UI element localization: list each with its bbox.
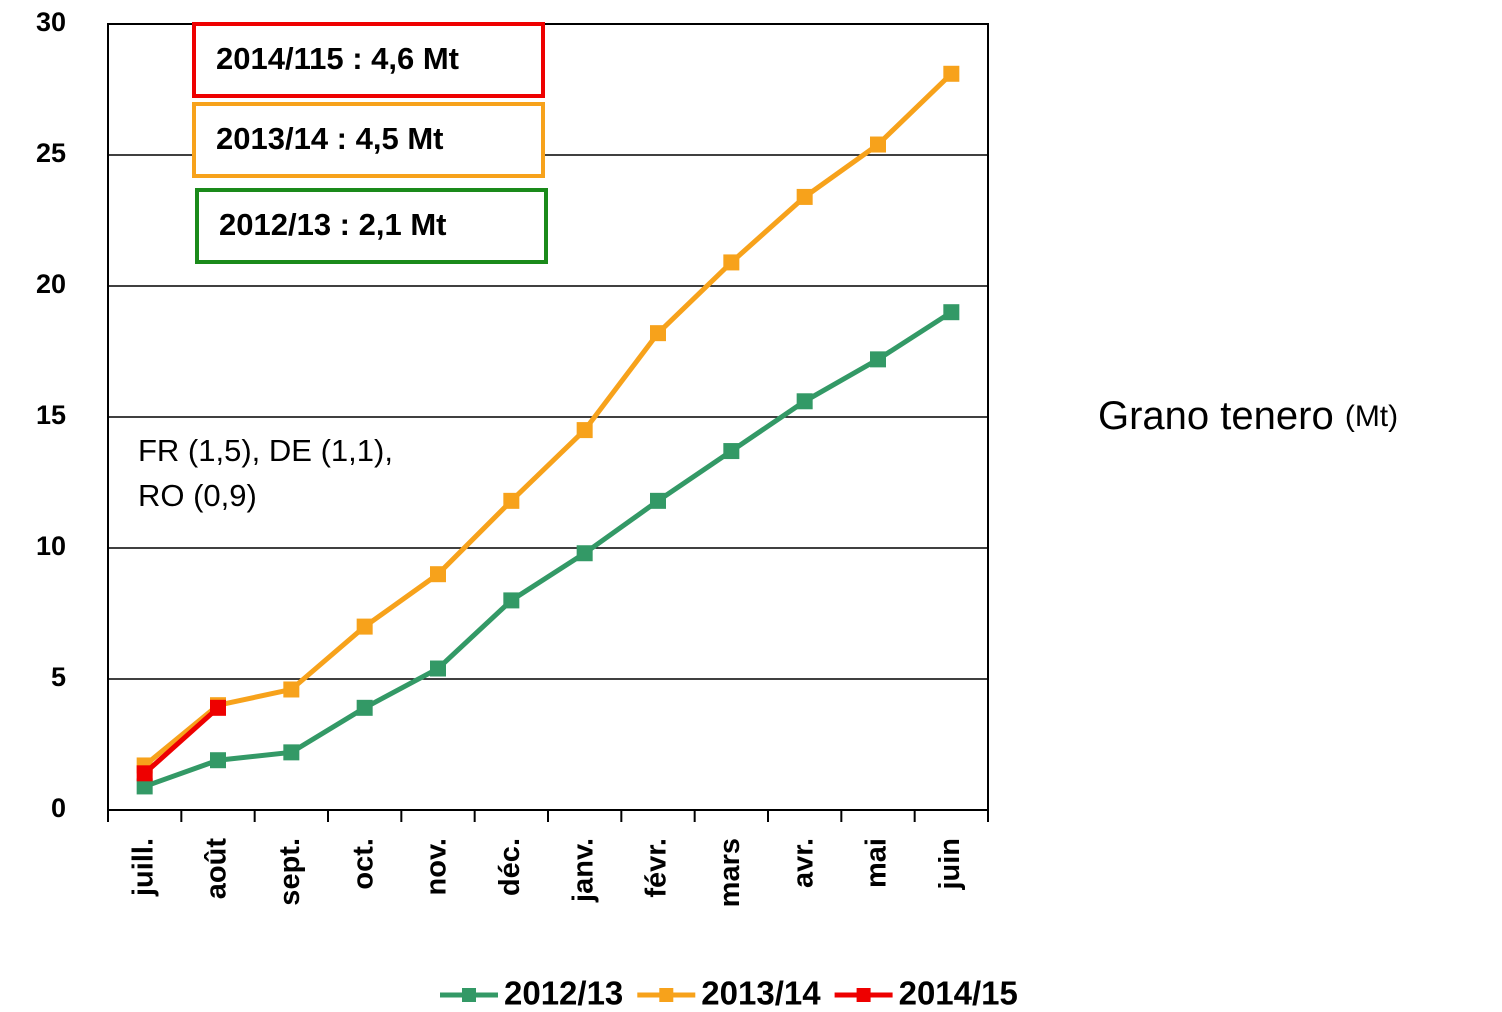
point [870,136,886,153]
y-label-text: Grano tenero [1098,394,1334,438]
note-text: RO (0,9) [138,478,257,513]
x-tick-label: avr. [787,838,819,888]
point [796,188,813,205]
x-tick-label: mai [861,838,893,888]
point [943,65,960,82]
annotation-text: 2012/13 : 2,1 Mt [219,207,446,242]
point [356,699,373,716]
x-tick-label: août [201,838,233,900]
y-tick-label: 20 [36,269,66,299]
point [210,699,226,716]
x-tick-label: juin [934,838,966,891]
point [796,393,813,410]
x-tick-label: janv. [567,838,599,903]
y-tick-label: 30 [36,7,66,37]
point [723,254,740,271]
x-tick-label: déc. [494,838,526,896]
legend-marker [659,988,674,1002]
point [943,304,960,321]
point [650,325,666,342]
legend-label: 2014/15 [899,975,1018,1012]
legend-label: 2013/14 [701,975,821,1012]
legend-marker [462,988,476,1002]
x-tick-label: juill. [127,838,159,897]
point [503,592,520,609]
y-tick-label: 10 [36,531,66,561]
y-tick-label: 15 [36,400,66,430]
y-unit: (Mt) [1345,400,1398,433]
y-tick-label: 25 [36,138,66,168]
annotation-text: 2014/115 : 4,6 Mt [216,41,459,76]
point [503,492,520,509]
point [210,752,226,769]
point [136,765,153,782]
point [136,778,153,795]
note-text: FR (1,5), DE (1,1), [138,433,393,468]
y-axis-label: Grano tenero (Mt) [1098,394,1398,438]
x-tick-label: oct. [347,838,379,890]
x-tick-label: mars [714,838,746,907]
annotation-box [192,22,545,98]
point [576,422,593,439]
annotation-text: 2013/14 : 4,5 Mt [216,121,443,156]
point [430,660,446,677]
y-tick-label: 5 [51,662,66,692]
x-tick-label: nov. [421,838,453,895]
x-tick-label: sept. [274,838,306,906]
series-line [143,310,953,789]
point [356,618,373,635]
point [430,566,446,583]
y-tick-label: 0 [51,793,66,823]
series-line [143,71,954,768]
point [650,492,666,509]
annotation-box [192,102,545,178]
point [723,443,740,460]
point [576,545,593,562]
legend-label: 2012/13 [504,975,623,1012]
point [283,681,300,698]
legend-marker [856,988,871,1002]
annotation-box [195,188,548,264]
x-tick-label: févr. [641,838,673,898]
note-bg [120,420,465,520]
point [283,744,300,761]
point [870,351,886,368]
series-line [143,705,220,776]
